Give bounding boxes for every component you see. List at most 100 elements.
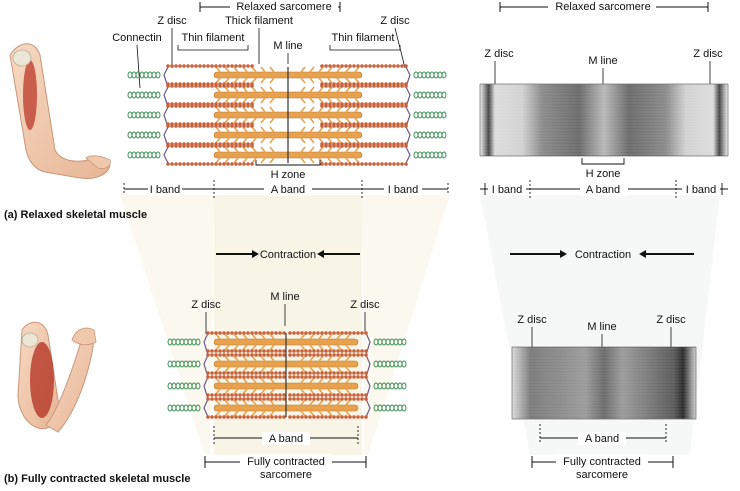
- actin-bead: [312, 393, 316, 397]
- connectin-coil: [425, 71, 431, 79]
- actin-bead: [222, 331, 226, 335]
- actin-bead: [364, 415, 368, 419]
- myosin-head: [242, 97, 248, 104]
- relaxed-sarcomere-diagram: Relaxed sarcomere Z disc Thick filament …: [112, 0, 449, 198]
- actin-bead: [404, 104, 408, 108]
- actin-bead: [304, 393, 308, 397]
- contracted-micrograph: Z disc M line Z disc A band Fully contra…: [511, 314, 697, 481]
- actin-bead: [194, 84, 198, 88]
- actin-bead: [296, 415, 300, 419]
- actin-bead: [328, 349, 332, 353]
- connectin-coil: [171, 404, 177, 412]
- h-zone-bracket: [255, 160, 321, 166]
- actin-bead: [178, 124, 182, 128]
- myosin-head: [224, 344, 230, 351]
- actin-bead: [230, 84, 234, 88]
- connectin-coil: [429, 151, 435, 159]
- actin-bead: [292, 393, 296, 397]
- actin-bead: [396, 124, 400, 128]
- actin-bead: [182, 64, 186, 68]
- actin-bead: [388, 162, 392, 166]
- myosin-head: [260, 388, 266, 395]
- actin-bead: [246, 144, 250, 148]
- actin-bead: [368, 84, 372, 88]
- actin-bead: [324, 415, 328, 419]
- myosin-head: [215, 106, 221, 113]
- actin-bead: [336, 64, 340, 68]
- actin-bead: [242, 371, 246, 375]
- actin-bead: [170, 104, 174, 108]
- connectin-coil: [401, 382, 407, 390]
- myosin-head: [354, 117, 360, 124]
- actin-bead: [356, 375, 360, 379]
- actin-bead: [324, 371, 328, 375]
- myosin-head: [224, 333, 230, 340]
- actin-bead: [344, 397, 348, 401]
- actin-bead: [238, 124, 242, 128]
- actin-bead: [312, 371, 316, 375]
- myosin-head: [336, 388, 342, 395]
- actin-bead: [300, 393, 304, 397]
- actin-bead: [210, 124, 214, 128]
- actin-bead: [250, 162, 254, 166]
- band-scale-a: I band A band I band: [123, 180, 449, 198]
- actin-bead: [190, 144, 194, 148]
- actin-bead: [194, 64, 198, 68]
- myosin-head: [327, 137, 333, 144]
- actin-bead: [292, 415, 296, 419]
- connectin-coil: [397, 382, 403, 390]
- actin-bead: [352, 371, 356, 375]
- myosin-head: [300, 126, 306, 133]
- actin-bead: [190, 162, 194, 166]
- actin-bead: [206, 353, 210, 357]
- connectin-coil: [413, 131, 419, 139]
- myosin-head: [260, 86, 266, 93]
- actin-bead: [292, 353, 296, 357]
- actin-bead: [178, 84, 182, 88]
- micro-z-disc-left-label: Z disc: [484, 48, 514, 60]
- connectin-coil: [433, 111, 439, 119]
- actin-bead: [246, 331, 250, 335]
- myosin-head: [233, 355, 239, 362]
- actin-bead: [270, 353, 274, 357]
- actin-bead: [234, 104, 238, 108]
- myosin-head: [251, 117, 257, 124]
- myosin-head: [336, 366, 342, 373]
- actin-bead: [246, 84, 250, 88]
- actin-bead: [202, 104, 206, 108]
- myosin-head: [269, 137, 275, 144]
- myosin-head: [327, 66, 333, 73]
- actin-bead: [360, 397, 364, 401]
- actin-bead: [288, 353, 292, 357]
- actin-bead: [214, 349, 218, 353]
- actin-bead: [328, 397, 332, 401]
- actin-bead: [328, 84, 332, 88]
- actin-bead: [250, 371, 254, 375]
- myosin-head: [260, 344, 266, 351]
- actin-bead: [324, 375, 328, 379]
- connectin-coil: [401, 338, 407, 346]
- actin-bead: [320, 353, 324, 357]
- micro-z-disc-right-label: Z disc: [693, 48, 723, 60]
- actin-bead: [198, 124, 202, 128]
- actin-bead: [222, 162, 226, 166]
- myosin-head: [260, 117, 266, 124]
- actin-bead: [266, 371, 270, 375]
- actin-bead: [340, 415, 344, 419]
- actin-bead: [234, 162, 238, 166]
- myosin-head: [336, 399, 342, 406]
- actin-bead: [242, 393, 246, 397]
- connectin-coil: [151, 91, 157, 99]
- actin-bead: [282, 415, 286, 419]
- actin-bead: [332, 104, 336, 108]
- actin-bead: [258, 415, 262, 419]
- myosin-head: [269, 66, 275, 73]
- myosin-head: [269, 366, 275, 373]
- actin-bead: [262, 353, 266, 357]
- actin-bead: [364, 84, 368, 88]
- myosin-head: [327, 86, 333, 93]
- actin-bead: [210, 353, 214, 357]
- actin-bead: [242, 124, 246, 128]
- myosin-head: [327, 377, 333, 384]
- actin-bead: [218, 375, 222, 379]
